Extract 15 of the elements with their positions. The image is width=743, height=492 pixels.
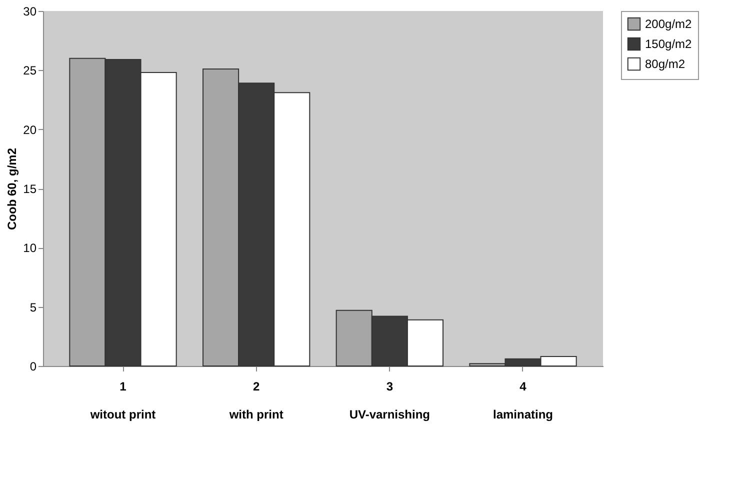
y-tick-label: 10 [23, 241, 37, 256]
y-tick-label: 30 [23, 4, 37, 18]
y-tick-label: 15 [23, 182, 37, 196]
legend-label: 80g/m2 [645, 57, 686, 71]
y-axis-title: Coob 60, g/m2 [5, 148, 20, 230]
y-tick-label: 25 [23, 64, 37, 78]
x-tick-label: 3 UV-varnishing [349, 380, 430, 422]
y-tick-label: 20 [23, 122, 37, 137]
x-tick-label: 4 laminating [492, 380, 554, 422]
legend-label: 150g/m2 [645, 37, 692, 51]
x-tick-label: 2 with print [228, 380, 284, 422]
legend-label: 200g/m2 [645, 17, 692, 31]
y-tick-label: 0 [30, 360, 37, 374]
x-tick-label: 1 witout print [89, 380, 156, 422]
y-tick-label: 5 [30, 300, 37, 314]
